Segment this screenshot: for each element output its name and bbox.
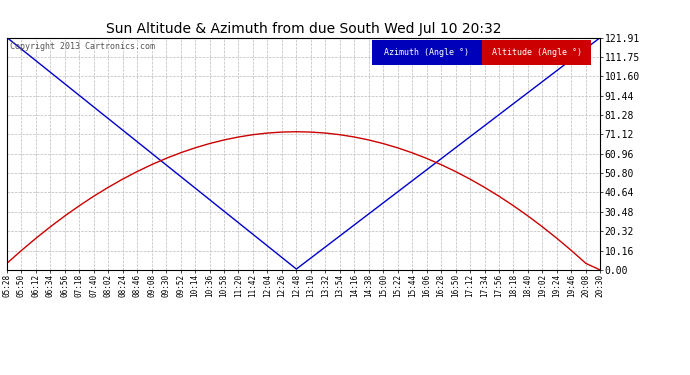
FancyBboxPatch shape — [372, 40, 482, 65]
Title: Sun Altitude & Azimuth from due South Wed Jul 10 20:32: Sun Altitude & Azimuth from due South We… — [106, 22, 502, 36]
Text: Copyright 2013 Cartronics.com: Copyright 2013 Cartronics.com — [10, 42, 155, 51]
Text: Azimuth (Angle °): Azimuth (Angle °) — [384, 48, 469, 57]
FancyBboxPatch shape — [482, 40, 591, 65]
Text: Altitude (Angle °): Altitude (Angle °) — [491, 48, 582, 57]
